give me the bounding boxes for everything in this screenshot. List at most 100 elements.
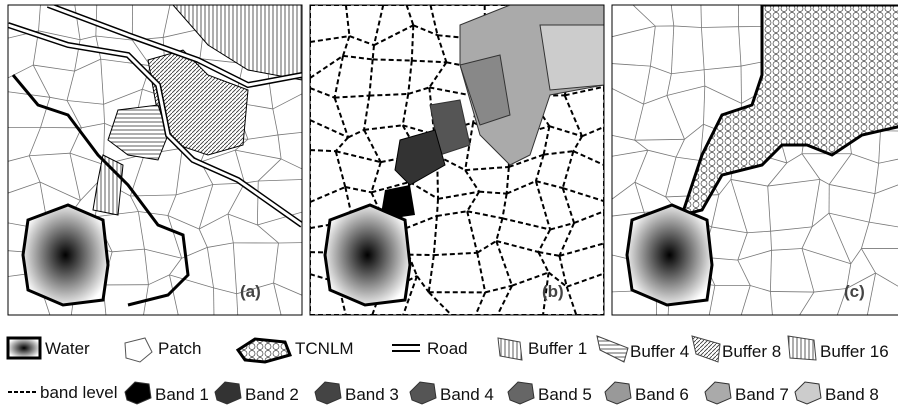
patch-edge — [612, 182, 635, 199]
patch-edge — [373, 45, 374, 59]
patch-edge — [549, 126, 582, 136]
patch-edge — [559, 223, 574, 256]
legend-label: Band 2 — [245, 385, 299, 404]
patch-edge — [802, 154, 820, 180]
patch-edge — [771, 227, 812, 231]
patch-edge — [476, 292, 486, 315]
band-swatch — [795, 382, 821, 404]
patch-edge — [712, 195, 719, 227]
patch-edge — [437, 211, 467, 216]
patch-edge — [248, 135, 278, 139]
patch-edge — [685, 124, 704, 139]
patch-edge — [770, 250, 771, 291]
patch-edge — [40, 182, 80, 201]
patch-edge — [228, 183, 245, 214]
patch-edge — [671, 70, 704, 74]
patch-edge — [704, 70, 705, 86]
patch-edge — [336, 151, 346, 187]
patch-edge — [812, 179, 820, 227]
patch-edge — [273, 94, 302, 109]
patch-edge — [861, 222, 869, 248]
patch-edge — [567, 287, 577, 315]
patch-edge — [310, 56, 343, 78]
patch-edge — [709, 285, 715, 315]
patch-edge — [168, 216, 182, 259]
patch-edge — [650, 26, 655, 66]
patch-edge — [738, 233, 748, 260]
legend-label: Band 7 — [735, 385, 789, 404]
patch-edge — [33, 65, 74, 71]
patch-edge — [278, 132, 302, 135]
patch-edge — [814, 288, 847, 292]
patch-edge — [772, 248, 802, 250]
patch-edge — [582, 127, 604, 136]
patch-edge — [479, 192, 506, 194]
patch-edge — [343, 56, 373, 60]
patch-edge — [573, 151, 604, 165]
patch-edge — [374, 5, 383, 45]
patch-edge — [8, 182, 40, 193]
patch-edge — [364, 125, 403, 130]
panel-label: (a) — [240, 282, 261, 301]
patch-edge — [75, 5, 80, 40]
patch-edge — [138, 212, 144, 250]
patch-edge — [867, 273, 875, 315]
patch-edge — [739, 27, 741, 66]
patch-edge — [559, 243, 604, 255]
patch-edge — [374, 25, 413, 45]
patch-edge — [644, 66, 651, 104]
patch-edge — [674, 26, 702, 28]
patch-edge — [274, 283, 281, 315]
patch-edge — [163, 5, 170, 37]
patch-edge — [403, 94, 409, 125]
legend-label: Band 4 — [440, 385, 494, 404]
patch-edge — [371, 162, 380, 192]
patch-edge — [869, 222, 898, 228]
patch-edge — [612, 26, 655, 37]
patch-edge — [768, 163, 787, 186]
patch-edge — [310, 36, 349, 42]
panel-label: (c) — [844, 282, 865, 301]
patch-edge — [258, 180, 302, 181]
patch-edge — [768, 179, 820, 186]
patch-edge — [104, 89, 143, 104]
patch-edge — [667, 74, 671, 96]
patch-edge — [650, 66, 671, 74]
patch-edge — [875, 182, 898, 194]
patch-edge — [429, 255, 434, 292]
patch-edge — [50, 97, 67, 100]
band-swatch — [705, 382, 731, 404]
patch-edge — [101, 59, 151, 66]
patch-edge — [467, 192, 479, 212]
patch-edge — [829, 213, 869, 222]
patch-edge — [538, 252, 559, 256]
patch-edge — [176, 185, 213, 195]
band-swatch — [215, 382, 241, 404]
patch-edge — [497, 286, 512, 315]
patch-edge — [8, 65, 33, 78]
patch-edge — [502, 218, 550, 229]
legend-label: Band 8 — [825, 385, 879, 404]
patch-edge — [429, 292, 452, 315]
patch-edge — [207, 247, 213, 287]
patch-edge — [701, 27, 738, 28]
patch-edge — [310, 187, 345, 202]
patch-edge — [29, 128, 40, 156]
patch-edge — [41, 97, 50, 127]
patch-edge — [477, 241, 496, 253]
patch-edge — [417, 276, 429, 292]
patch-edge — [869, 194, 875, 222]
panel-c: (c) — [612, 5, 898, 315]
patch-edge — [538, 230, 550, 252]
legend-label: Band 1 — [155, 385, 209, 404]
patch-edge — [851, 249, 862, 264]
patch-edge — [168, 195, 176, 216]
patch-edge — [574, 211, 604, 223]
patch-edge — [429, 62, 446, 87]
patch-edge — [434, 253, 477, 255]
legend-label: Patch — [158, 339, 201, 358]
patch-edge — [538, 252, 548, 272]
patch-edge — [75, 59, 101, 71]
patch-edge — [467, 211, 477, 253]
patch-edge — [502, 194, 506, 219]
